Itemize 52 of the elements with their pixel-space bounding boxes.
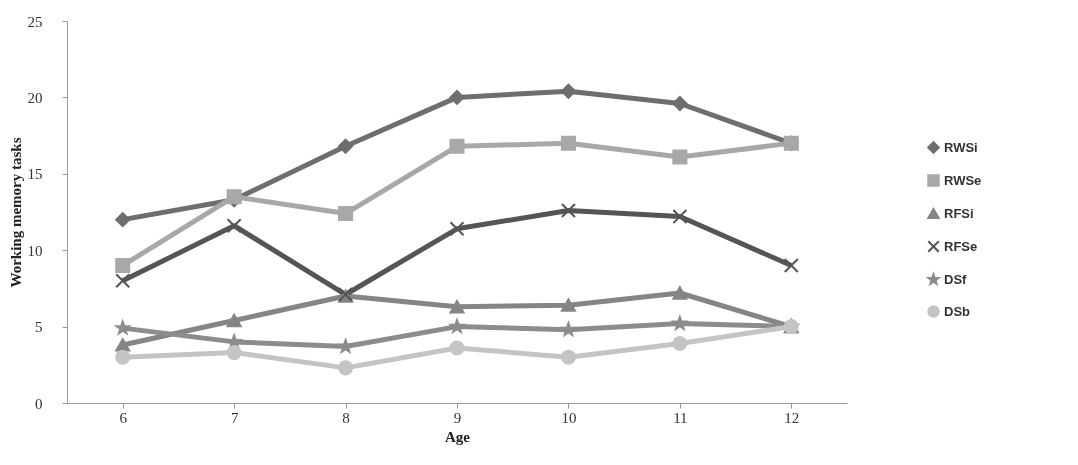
x-tick-label: 10 <box>561 409 577 426</box>
point <box>338 338 353 353</box>
point <box>449 138 465 154</box>
x-tick-label: 11 <box>673 409 688 426</box>
y-tick-label: 25 <box>27 13 43 30</box>
legend-label: RFSi <box>944 205 974 221</box>
point <box>560 202 576 218</box>
legend-label: DSf <box>944 271 968 287</box>
point <box>672 95 688 112</box>
point <box>449 221 465 237</box>
point <box>226 313 242 328</box>
point <box>449 89 465 105</box>
point <box>672 316 688 330</box>
point <box>561 322 576 336</box>
point <box>672 286 688 300</box>
point <box>226 345 242 361</box>
point <box>449 340 465 356</box>
point <box>338 206 354 222</box>
legend-label: RWSi <box>944 139 978 155</box>
x-tick-label: 9 <box>453 409 462 426</box>
y-tick-label: 5 <box>35 319 43 336</box>
x-axis-title: Age <box>445 428 471 445</box>
y-tick-label: 0 <box>35 395 43 412</box>
legend-label: DSb <box>944 303 971 319</box>
x-tick-label: 8 <box>342 409 350 426</box>
point <box>672 209 688 225</box>
point <box>115 338 131 352</box>
point <box>115 257 131 273</box>
x-tick-label: 7 <box>230 409 239 426</box>
point <box>560 135 576 151</box>
y-tick-label: 10 <box>27 242 43 259</box>
x-tick-label: 6 <box>119 409 128 426</box>
x-tick-label: 12 <box>784 409 800 426</box>
legend-label: RFSe <box>944 238 978 254</box>
point <box>783 257 799 273</box>
y-axis-title: Working memory tasks <box>7 137 24 288</box>
point <box>449 300 465 314</box>
point <box>115 349 131 365</box>
legend-label: RWSe <box>944 172 982 188</box>
point <box>560 349 576 365</box>
point <box>338 360 354 376</box>
y-tick-label: 15 <box>27 166 43 183</box>
point <box>672 335 688 351</box>
point <box>672 149 688 165</box>
point <box>449 319 465 333</box>
point <box>115 273 131 289</box>
point <box>338 138 354 154</box>
point <box>226 218 242 234</box>
point <box>115 212 131 228</box>
point <box>560 83 576 99</box>
y-tick-label: 20 <box>27 89 43 106</box>
point <box>560 298 576 312</box>
